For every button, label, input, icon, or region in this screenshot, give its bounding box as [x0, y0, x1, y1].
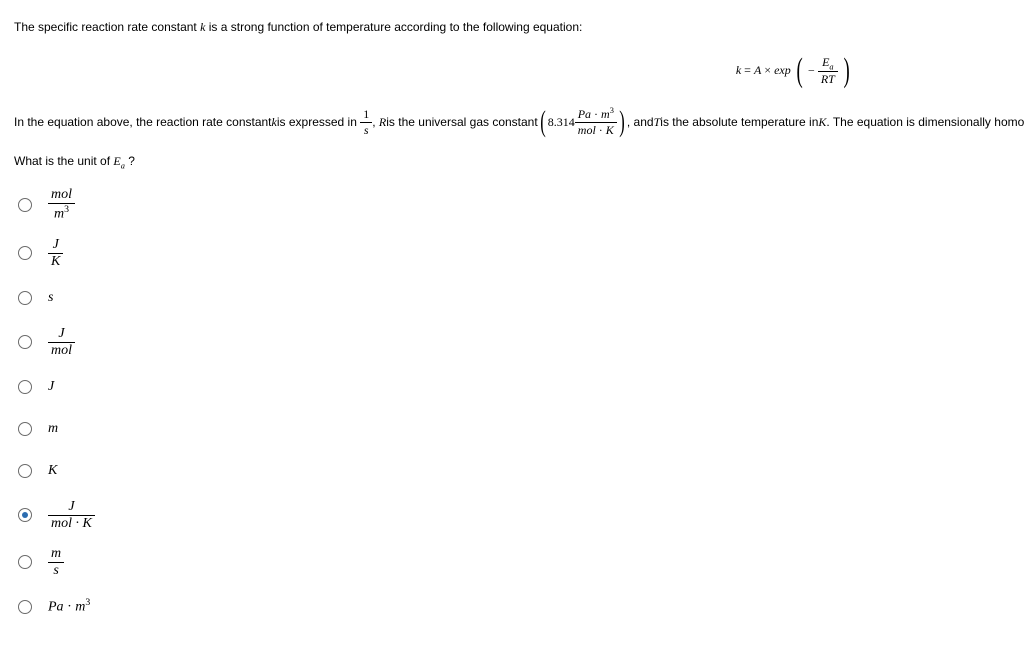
paren-right-icon: ) — [843, 54, 849, 88]
radio-icon[interactable] — [18, 198, 32, 212]
q-pre: What is the unit of — [14, 154, 113, 168]
l2-t7: . The equation is dimensionally homogeno… — [826, 115, 1024, 129]
eq-k: k — [736, 63, 741, 77]
l2-t1: In the equation above, the reaction rate… — [14, 115, 272, 129]
intro-k: k — [200, 20, 205, 34]
main-equation: k = A × exp ( − Ea RT ) — [664, 54, 924, 88]
l2-t3: , — [372, 115, 375, 129]
paren-left-icon: ( — [796, 54, 802, 88]
l2-gc-pa: Pa — [578, 107, 591, 121]
q-E: E — [113, 154, 120, 168]
l2-R: R — [379, 115, 386, 130]
choice-label: Jmol · K — [48, 499, 95, 532]
l2-Kunit: K — [818, 115, 826, 130]
choice-label: m — [48, 421, 58, 437]
radio-icon[interactable] — [18, 422, 32, 436]
choice-label: Jmol — [48, 326, 75, 359]
l2-gc-K: K — [606, 123, 614, 137]
intro-pre: The specific reaction rate constant — [14, 20, 200, 34]
radio-icon[interactable] — [18, 335, 32, 349]
eq-A: A — [754, 63, 761, 77]
l2-t4: is the universal gas constant — [386, 115, 537, 129]
eq-Ea-a: a — [829, 62, 833, 71]
radio-icon[interactable] — [18, 246, 32, 260]
eq-minus: − — [808, 64, 815, 78]
choice-label: s — [48, 290, 53, 306]
q-a: a — [121, 161, 125, 170]
radio-icon[interactable] — [18, 464, 32, 478]
eq-exp: exp — [774, 63, 791, 77]
choice-label: K — [48, 463, 57, 479]
radio-icon[interactable] — [18, 600, 32, 614]
l2-t2: is expressed in — [277, 115, 357, 129]
l2-gc-dot2: · — [596, 123, 606, 137]
choice-3[interactable]: Jmol — [18, 326, 1010, 359]
radio-icon[interactable] — [18, 508, 32, 522]
l2-gc-m: m — [601, 107, 610, 121]
choice-2[interactable]: s — [18, 284, 1010, 312]
l2-frac-1s: 1 s — [360, 107, 372, 138]
l2-gc-mol: mol — [578, 123, 596, 137]
l2-t5: , and — [627, 115, 654, 129]
paren-left-icon: ( — [540, 107, 546, 137]
choice-5[interactable]: m — [18, 415, 1010, 443]
l2-gc-frac: Pa · m3 mol · K — [575, 106, 617, 138]
answer-choices: molm3 JK s Jmol Jm K Jmol · K ms Pa · m3 — [14, 187, 1010, 621]
eq-fraction: Ea RT — [818, 55, 838, 87]
q-post: ? — [128, 154, 135, 168]
choice-label: J — [48, 379, 54, 395]
intro-line: The specific reaction rate constant k is… — [14, 18, 1010, 36]
choice-9[interactable]: Pa · m3 — [18, 593, 1010, 621]
choice-label: ms — [48, 546, 64, 579]
radio-icon[interactable] — [18, 380, 32, 394]
choice-0[interactable]: molm3 — [18, 187, 1010, 223]
l2-frac-num: 1 — [360, 107, 372, 122]
eq-times: × — [764, 63, 774, 77]
choice-label: Pa · m3 — [48, 597, 90, 616]
l2-T: T — [654, 115, 661, 130]
choice-1[interactable]: JK — [18, 237, 1010, 270]
question-line: What is the unit of Ea ? — [14, 152, 1010, 173]
l2-frac-den: s — [360, 122, 372, 138]
radio-icon[interactable] — [18, 291, 32, 305]
l2-gc-val: 8.314 — [548, 115, 575, 130]
radio-icon[interactable] — [18, 555, 32, 569]
intro-post: is a strong function of temperature acco… — [209, 20, 583, 34]
paren-right-icon: ) — [619, 107, 625, 137]
eq-RT: RT — [818, 71, 838, 87]
eq-equals: = — [744, 63, 754, 77]
choice-4[interactable]: J — [18, 373, 1010, 401]
choice-8[interactable]: ms — [18, 546, 1010, 579]
l2-gc-exp: 3 — [610, 106, 614, 115]
description-line: In the equation above, the reaction rate… — [14, 106, 1010, 138]
l2-t6: is the absolute temperature in — [660, 115, 818, 129]
choice-label: JK — [48, 237, 63, 270]
choice-7[interactable]: Jmol · K — [18, 499, 1010, 532]
l2-gc-dot1: · — [591, 107, 601, 121]
choice-label: molm3 — [48, 187, 75, 223]
choice-6[interactable]: K — [18, 457, 1010, 485]
